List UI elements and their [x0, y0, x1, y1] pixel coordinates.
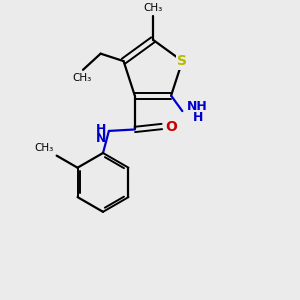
Text: H: H	[193, 111, 203, 124]
Text: S: S	[177, 54, 187, 68]
Text: NH: NH	[187, 100, 208, 113]
Text: H: H	[96, 123, 106, 136]
Text: N: N	[96, 132, 106, 145]
Text: CH₃: CH₃	[72, 73, 91, 83]
Text: CH₃: CH₃	[143, 3, 163, 13]
Text: CH₃: CH₃	[34, 143, 54, 153]
Text: O: O	[165, 119, 177, 134]
